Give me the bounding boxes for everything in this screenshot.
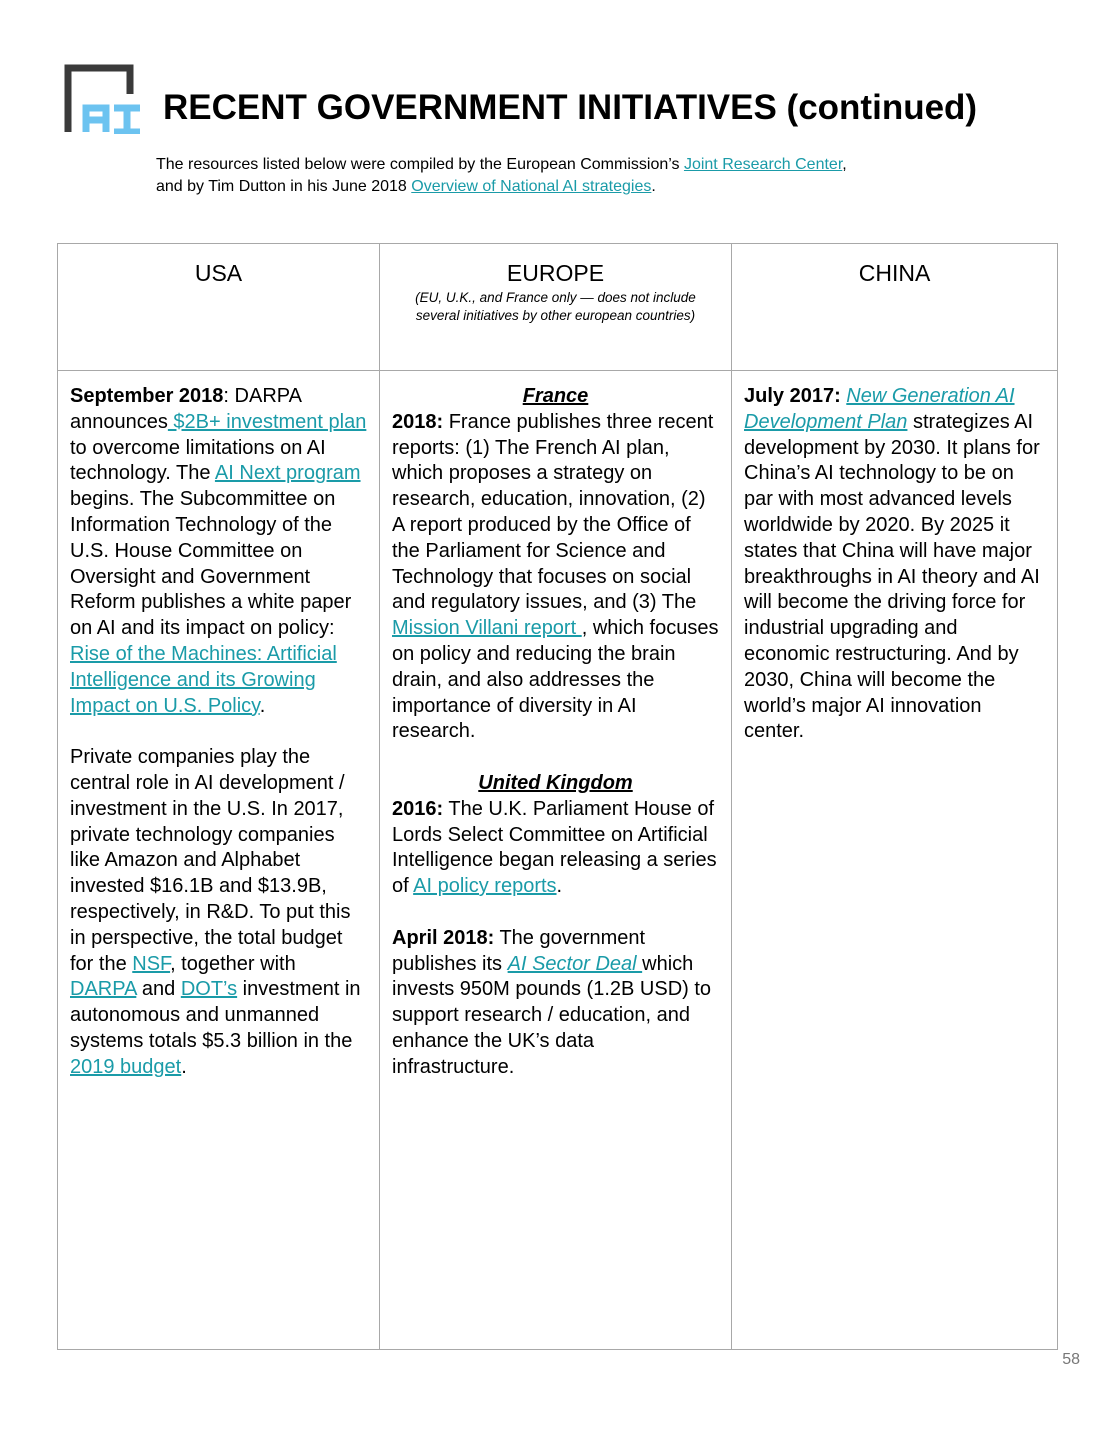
link[interactable]: New Generation AI Development Plan xyxy=(744,385,1015,433)
paragraph: United Kingdom 2016: The U.K. Parliament … xyxy=(392,771,719,900)
page-title: RECENT GOVERNMENT INITIATIVES (continued… xyxy=(163,88,978,127)
text-segment: to overcome limitations on AI technology… xyxy=(70,436,326,485)
text-segment: . xyxy=(651,178,656,195)
paragraph: France 2018: France publishes three recen… xyxy=(392,384,719,745)
text-segment: and xyxy=(136,978,181,1001)
body-row: September 2018: DARPA announces $2B+ inv… xyxy=(57,370,1058,1350)
initiatives-table: USA EUROPE (EU, U.K., and France only — d… xyxy=(57,243,1058,1350)
intro-text: The resources listed below were compiled… xyxy=(156,154,847,198)
text-segment: begins. The Subcommittee on Information … xyxy=(70,488,352,640)
text-segment: The government publishes its xyxy=(392,926,646,975)
text-segment: France xyxy=(522,385,589,407)
column-header-europe: EUROPE (EU, U.K., and France only — does … xyxy=(379,243,732,371)
column-label: EUROPE xyxy=(506,260,605,286)
text-segment: , together with xyxy=(170,952,296,975)
cell-europe: France 2018: France publishes three recen… xyxy=(379,370,732,1350)
link[interactable]: Rise of the Machines: Artificial Intelli… xyxy=(70,642,337,717)
link[interactable]: NSF xyxy=(132,952,171,975)
text-segment: The resources listed below were compiled… xyxy=(156,156,684,173)
column-label: USA xyxy=(194,260,243,286)
text-segment: September 2018 xyxy=(70,385,224,407)
ai-logo xyxy=(64,64,140,134)
text-segment: France publishes three recent reports: (… xyxy=(392,410,714,614)
text-segment: strategizes AI development by 2030. It p… xyxy=(744,410,1040,743)
column-label: CHINA xyxy=(858,260,931,286)
text-segment: Private companies play the central role … xyxy=(70,746,351,975)
link[interactable]: Mission Villani report xyxy=(392,617,582,640)
text-segment: and by Tim Dutton in his June 2018 xyxy=(156,178,412,195)
link[interactable]: AI policy reports xyxy=(413,875,557,898)
column-header-china: CHINA xyxy=(731,243,1058,371)
cell-usa: September 2018: DARPA announces $2B+ inv… xyxy=(57,370,380,1350)
link[interactable]: AI Sector Deal xyxy=(507,952,643,975)
text-segment: which invests 950M pounds (1.2B USD) to … xyxy=(392,952,712,1078)
cell-china: July 2017: New Generation AI Development… xyxy=(731,370,1058,1350)
paragraph: July 2017: New Generation AI Development… xyxy=(744,384,1045,745)
text-segment: April 2018: xyxy=(392,926,495,949)
page-number: 58 xyxy=(1062,1351,1080,1368)
text-segment: , which focuses on policy and reducing t… xyxy=(392,617,719,743)
text-segment: investment in autonomous and unmanned sy… xyxy=(70,978,361,1052)
link[interactable]: Joint Research Center xyxy=(683,156,843,173)
text-segment: : DARPA announces xyxy=(70,385,301,433)
link[interactable]: $2B+ investment plan xyxy=(167,410,367,433)
link[interactable]: AI Next program xyxy=(214,462,361,485)
paragraph: April 2018: The government publishes its… xyxy=(392,926,719,1081)
text-segment: July 2017: xyxy=(744,385,841,407)
header-row: USA EUROPE (EU, U.K., and France only — d… xyxy=(57,243,1058,371)
text-segment: United Kingdom xyxy=(478,771,633,794)
link[interactable]: Overview of National AI strategies xyxy=(411,178,652,195)
link[interactable]: 2019 budget xyxy=(70,1055,182,1078)
text-segment: 2018: xyxy=(392,410,444,433)
text-segment: . xyxy=(181,1055,187,1078)
text-segment: 2016: xyxy=(392,797,444,820)
paragraph: September 2018: DARPA announces $2B+ inv… xyxy=(70,384,367,719)
paragraph: Private companies play the central role … xyxy=(70,745,367,1080)
link[interactable]: DARPA xyxy=(70,978,137,1001)
column-header-usa: USA xyxy=(57,243,380,371)
text-segment: . xyxy=(259,694,266,717)
text-segment: The U.K. Parliament House of Lords Selec… xyxy=(392,797,717,898)
text-segment: , xyxy=(842,156,847,173)
link[interactable]: DOT’s xyxy=(180,978,238,1001)
column-subtitle: (EU, U.K., and France only — does not in… xyxy=(415,290,696,323)
text-segment: . xyxy=(556,875,563,898)
